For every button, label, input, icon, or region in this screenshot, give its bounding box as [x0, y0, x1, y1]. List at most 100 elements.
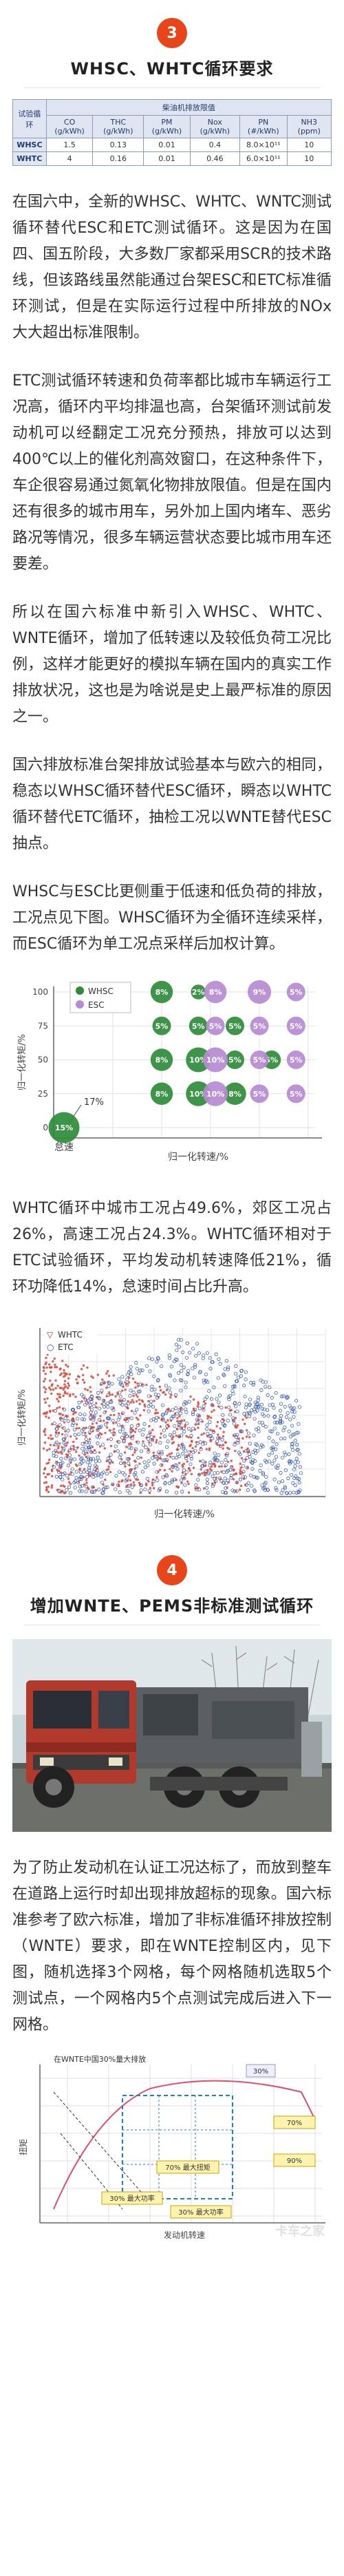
annotation-label: 17%: [84, 1097, 104, 1108]
etc-point: [129, 1365, 133, 1369]
etc-point: [120, 1375, 125, 1379]
whtc-point: [151, 1428, 154, 1431]
whtc-point: [160, 1464, 164, 1466]
whtc-point: [61, 1407, 65, 1410]
etc-point: [254, 1442, 258, 1446]
whtc-point: [149, 1432, 152, 1435]
whtc-point: [54, 1363, 56, 1366]
etc-point: [129, 1389, 133, 1393]
legend-etc-marker: ○: [47, 1342, 54, 1352]
whtc-point: [163, 1475, 166, 1477]
etc-point: [231, 1418, 236, 1422]
etc-point: [100, 1443, 105, 1447]
whtc-point: [100, 1391, 103, 1394]
whtc-point: [148, 1441, 151, 1444]
whtc-point: [235, 1481, 239, 1484]
whtc-point: [52, 1464, 54, 1467]
whtc-point: [105, 1372, 108, 1375]
whtc-point: [202, 1400, 206, 1403]
etc-point: [169, 1364, 174, 1369]
whtc-point: [104, 1478, 107, 1481]
whtc-point: [69, 1435, 72, 1438]
whtc-point: [224, 1441, 227, 1444]
whsc-esc-chart: 0 25 50 75 100 归一化转矩/% 归一化转速/% 怠速 WHSC ESC 1…: [12, 973, 332, 1172]
etc-point: [212, 1385, 216, 1390]
whtc-point: [240, 1446, 244, 1449]
etc-point: [235, 1433, 239, 1437]
etc-point: [125, 1377, 129, 1382]
whtc-point: [241, 1471, 244, 1474]
etc-point: [162, 1434, 166, 1438]
whtc-point: [58, 1406, 61, 1408]
table-col-header: THC (g/kWh): [92, 115, 144, 138]
etc-point: [100, 1480, 104, 1485]
whtc-point: [185, 1435, 188, 1437]
whtc-point: [138, 1462, 141, 1466]
etc-point: [125, 1434, 129, 1438]
whtc-point: [47, 1486, 50, 1488]
whtc-point: [200, 1468, 202, 1471]
etc-point: [290, 1442, 294, 1446]
etc-point: [281, 1488, 285, 1492]
paragraph: 为了防止发动机在认证工况达标了，而放到整车在道路上运行时却出现排放超标的现象。国…: [12, 1859, 332, 2034]
whtc-point: [52, 1444, 56, 1447]
whtc-point: [58, 1368, 61, 1371]
etc-point: [264, 1475, 268, 1479]
whtc-point: [46, 1397, 49, 1400]
whtc-point: [45, 1415, 47, 1418]
etc-point: [205, 1423, 209, 1427]
etc-point: [281, 1394, 286, 1398]
etc-point: [71, 1408, 75, 1413]
whtc-point: [111, 1461, 114, 1464]
whtc-point: [66, 1392, 69, 1395]
whtc-point: [85, 1398, 88, 1402]
etc-point: [78, 1477, 82, 1481]
etc-point: [191, 1412, 195, 1417]
esc-point: [286, 1084, 305, 1104]
whtc-point: [44, 1391, 47, 1393]
etc-point: [118, 1382, 122, 1386]
etc-point: [58, 1475, 63, 1479]
whtc-point: [187, 1482, 190, 1486]
etc-point: [279, 1491, 283, 1495]
etc-point: [274, 1465, 278, 1469]
whtc-point: [195, 1487, 198, 1490]
whtc-point: [69, 1470, 73, 1474]
whtc-point: [213, 1462, 216, 1466]
whtc-point: [45, 1356, 47, 1360]
etc-point: [103, 1422, 108, 1426]
table-row: WHTC 4 0.16 0.01 0.46 6.0×10¹¹ 10: [12, 151, 332, 166]
whtc-point: [72, 1444, 75, 1448]
etc-point: [279, 1437, 283, 1441]
etc-point: [152, 1461, 156, 1466]
etc-point: [233, 1384, 237, 1389]
etc-point: [73, 1433, 77, 1437]
whtc-point: [58, 1393, 61, 1396]
etc-point: [65, 1473, 69, 1478]
etc-point: [230, 1488, 235, 1492]
whtc-point: [61, 1426, 64, 1429]
etc-point: [128, 1393, 132, 1398]
etc-point: [191, 1450, 195, 1455]
whtc-point: [197, 1401, 200, 1404]
whtc-point: [165, 1389, 169, 1391]
whtc-point: [172, 1441, 175, 1444]
etc-point: [109, 1453, 113, 1457]
whtc-point: [74, 1450, 78, 1453]
whtc-point: [82, 1378, 85, 1382]
etc-point: [205, 1351, 209, 1355]
etc-point: [151, 1417, 155, 1422]
etc-point: [286, 1476, 290, 1480]
etc-point: [74, 1470, 78, 1474]
etc-point: [116, 1449, 120, 1453]
etc-point: [255, 1448, 259, 1453]
etc-point: [121, 1470, 125, 1475]
whtc-point: [56, 1397, 58, 1400]
etc-point: [160, 1403, 164, 1407]
etc-point: [147, 1437, 151, 1441]
point-label: 5%: [228, 1056, 241, 1065]
etc-point: [134, 1361, 138, 1365]
etc-point: [92, 1417, 96, 1422]
etc-point: [293, 1460, 297, 1464]
whtc-point: [241, 1437, 244, 1440]
